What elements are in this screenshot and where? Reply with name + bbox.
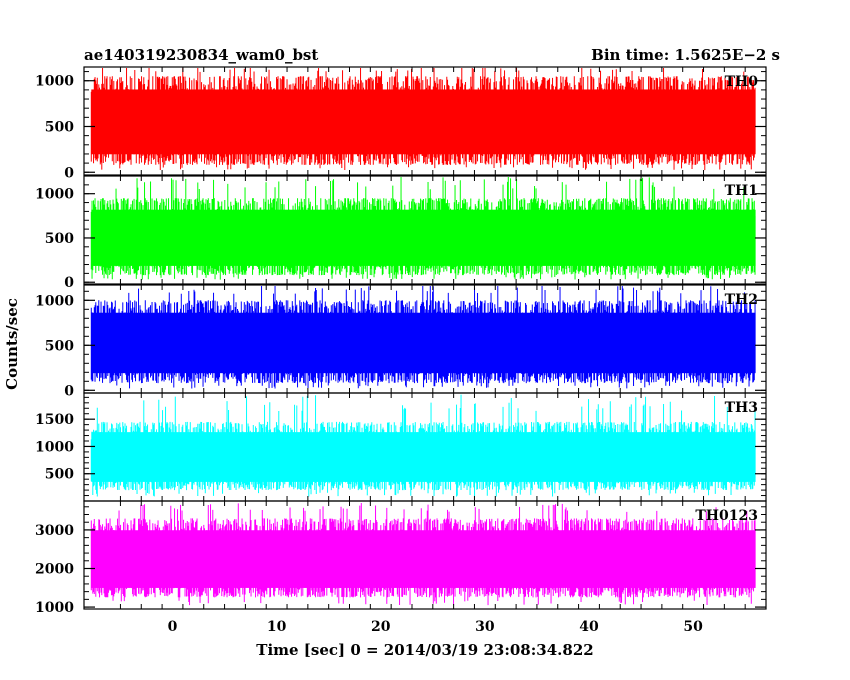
x-axis-label: Time [sec] 0 = 2014/03/19 23:08:34.822 [256,641,593,659]
series-line-th1 [90,177,756,280]
y-tick-label: 0 [64,165,74,181]
y-tick-label: 1000 [35,187,74,203]
panel-frame [83,500,767,610]
panel-label: TH2 [725,292,758,308]
panel-label: TH3 [725,400,758,416]
panel-frame [83,66,767,176]
chart-title: ae140319230834_wam0_bst [84,46,318,64]
series-line-th0 [90,68,756,171]
y-tick-label: 1000 [35,600,74,616]
panel-th0: 0 500 1000 TH0 [35,66,767,181]
x-tick-label: 0 [168,619,178,635]
x-tick-label: 10 [267,619,287,635]
y-tick-label: 2000 [35,562,74,578]
y-tick-label: 500 [45,338,74,354]
panel-th1: 0 500 1000 TH1 [35,175,767,291]
series-line-th0123 [90,503,756,606]
series-line-th2 [90,286,756,389]
y-tick-label: 1000 [35,74,74,90]
bin-time-label: Bin time: 1.5625E−2 s [591,46,780,64]
y-axis-label: Counts/sec [3,298,21,390]
panel-label: TH0 [725,74,759,90]
x-tick-label: 20 [371,619,391,635]
x-tick-label: 30 [475,619,495,635]
y-tick-label: 500 [45,467,74,483]
y-tick-label: 500 [45,231,74,247]
y-tick-label: 1500 [35,412,74,428]
y-tick-label: 1000 [35,293,74,309]
y-tick-label: 1000 [35,439,74,455]
y-tick-label: 500 [45,119,74,135]
y-tick-label: 0 [64,275,74,291]
y-tick-label: 3000 [35,523,74,539]
panel-th3: 500 1000 1500 TH3 [35,392,767,502]
panel-th2: 0 500 1000 TH2 [35,284,767,399]
x-tick-label: 40 [579,619,599,635]
panel-th0123: 1000 2000 3000 TH0123 0 10 20 30 40 50 [35,500,767,635]
panel-frame [83,175,767,285]
panel-label: TH0123 [695,508,758,524]
y-tick-label: 0 [64,383,74,399]
x-tick-label: 50 [683,619,703,635]
series-line-th3 [90,394,756,497]
panel-label: TH1 [725,183,758,199]
